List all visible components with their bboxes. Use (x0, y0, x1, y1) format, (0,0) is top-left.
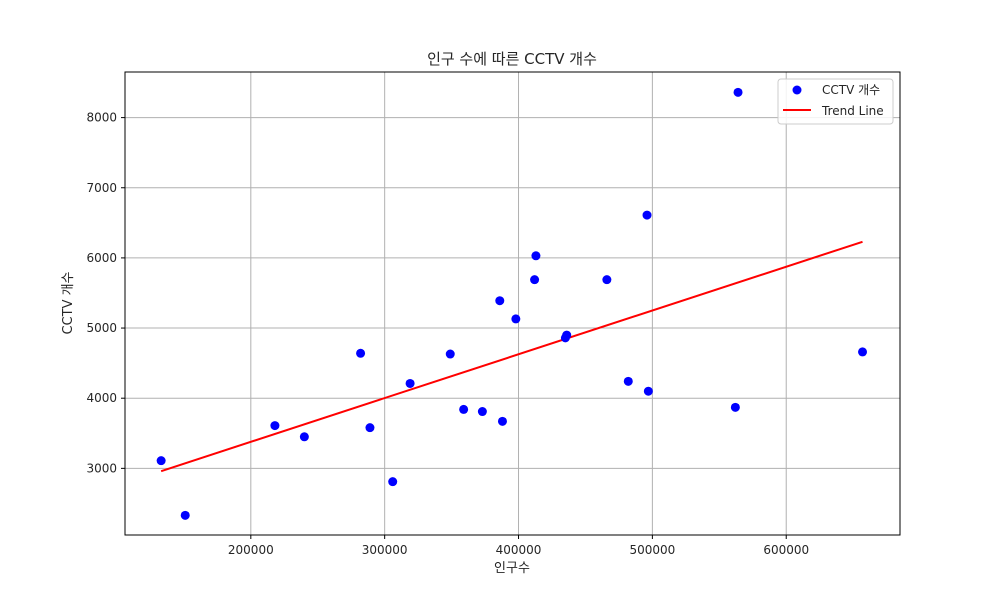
data-point (858, 347, 868, 357)
legend: CCTV 개수 Trend Line (777, 78, 894, 125)
data-point (405, 378, 415, 388)
data-point (733, 87, 743, 97)
x-tick-label: 300000 (362, 543, 408, 557)
data-point (562, 330, 572, 340)
data-point (388, 477, 398, 487)
x-tick-label: 600000 (763, 543, 809, 557)
data-point (459, 404, 469, 414)
y-axis-label: CCTV 개수 (61, 271, 76, 334)
data-point (643, 386, 653, 396)
legend-box (777, 78, 894, 125)
plot-frame (124, 71, 901, 536)
chart-title: 인구 수에 따른 CCTV 개수 (427, 50, 597, 68)
y-tick-label: 3000 (86, 461, 117, 475)
y-axis-ticks: 3000 4000 5000 6000 7000 8000 (86, 111, 125, 475)
x-axis-label: 인구수 (494, 561, 530, 576)
data-point (730, 402, 740, 412)
data-point (511, 314, 521, 324)
y-tick-label: 8000 (86, 111, 117, 125)
data-point (180, 510, 190, 520)
data-point (497, 416, 507, 426)
data-point (531, 251, 541, 261)
y-tick-label: 6000 (86, 251, 117, 265)
trend-line (160, 240, 863, 473)
y-tick-label: 7000 (86, 181, 117, 195)
y-tick-label: 5000 (86, 321, 117, 335)
data-point (299, 432, 309, 442)
data-point (156, 456, 166, 466)
data-point (642, 210, 652, 220)
y-tick-label: 4000 (86, 391, 117, 405)
data-point (270, 421, 280, 431)
data-point (623, 376, 633, 386)
data-point (356, 348, 366, 358)
x-tick-label: 200000 (228, 543, 274, 557)
x-tick-label: 500000 (629, 543, 675, 557)
x-axis-ticks: 200000 300000 400000 500000 600000 (228, 535, 809, 557)
data-point (445, 349, 455, 359)
grid (125, 72, 900, 535)
trend-line-layer (160, 240, 863, 473)
data-point (602, 275, 612, 285)
scatter-points (156, 87, 868, 520)
legend-label-cctv: CCTV 개수 (822, 83, 880, 97)
data-point (365, 423, 375, 433)
x-tick-label: 400000 (496, 543, 542, 557)
data-point (495, 296, 505, 306)
data-point (477, 407, 487, 417)
data-point (530, 275, 540, 285)
legend-marker-cctv (792, 85, 802, 95)
legend-label-trend: Trend Line (821, 104, 884, 118)
